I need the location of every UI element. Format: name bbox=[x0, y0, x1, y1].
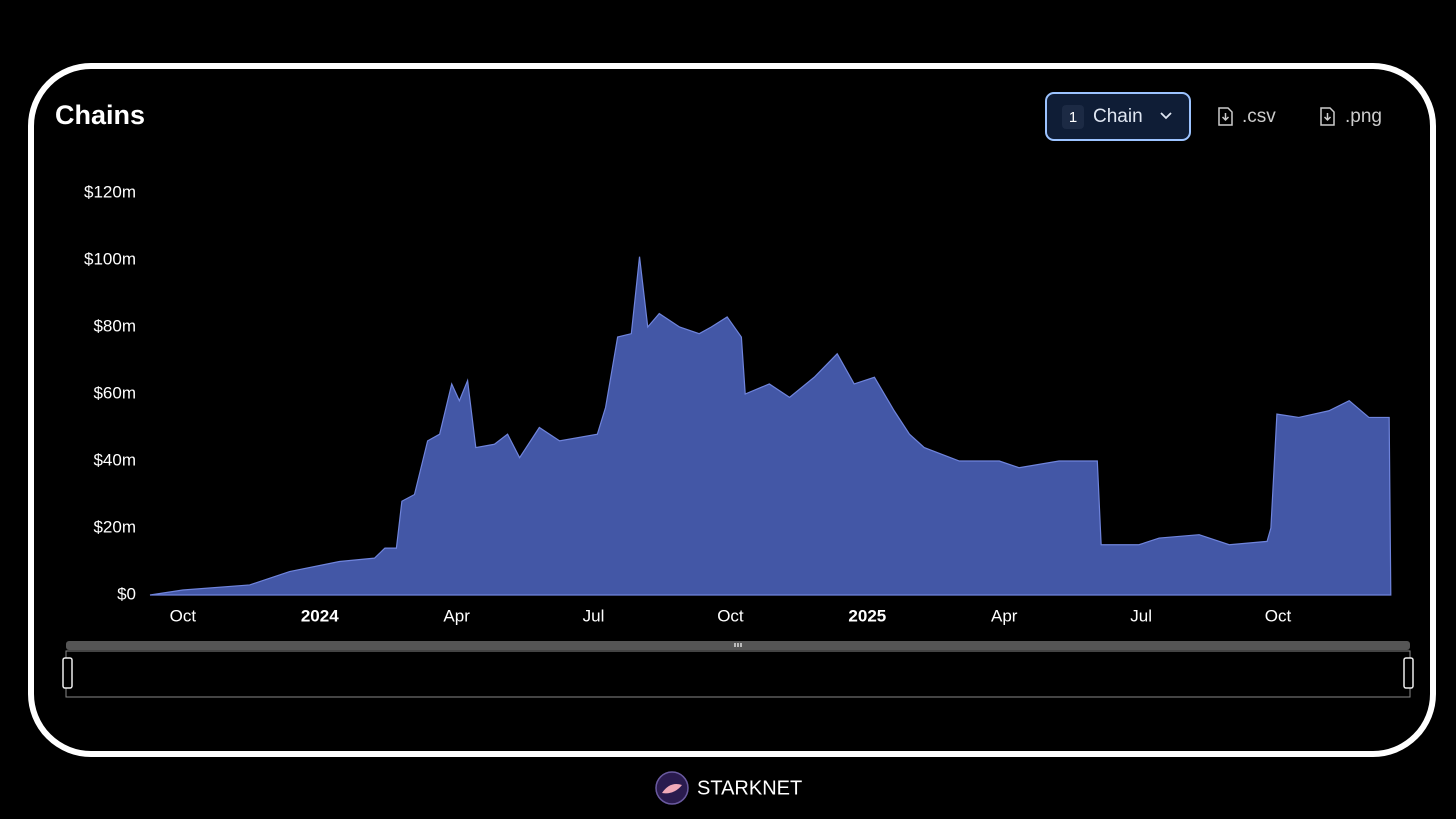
png-icon bbox=[1320, 107, 1335, 126]
count-badge bbox=[1062, 105, 1084, 129]
y-tick-label: $0 bbox=[117, 584, 136, 603]
chevron bbox=[1160, 112, 1172, 120]
chain-selector[interactable]: 1 Chain bbox=[1045, 92, 1191, 141]
brand-name: STARKNET bbox=[697, 777, 802, 799]
range-slider[interactable] bbox=[62, 641, 1414, 698]
x-tick-label: Oct bbox=[717, 606, 744, 625]
x-tick-label: Apr bbox=[991, 606, 1018, 625]
chart-title: Chains bbox=[55, 100, 145, 130]
csv-icon bbox=[1218, 107, 1233, 126]
png-button[interactable]: .png bbox=[1345, 106, 1382, 127]
slider-handle-left[interactable] bbox=[62, 657, 73, 689]
x-tick-label: Jul bbox=[583, 606, 605, 625]
y-tick-label: $60m bbox=[93, 383, 136, 402]
brand-logo-mark bbox=[662, 784, 682, 794]
y-tick-label: $120m bbox=[84, 182, 136, 201]
x-tick-label: Jul bbox=[1130, 606, 1152, 625]
x-tick-label: Apr bbox=[443, 606, 470, 625]
csv-download[interactable]: .csv bbox=[1218, 106, 1276, 127]
slider-grip bbox=[734, 643, 742, 647]
png-download[interactable]: .png bbox=[1320, 106, 1382, 127]
y-tick-label: $20m bbox=[93, 517, 136, 536]
y-tick-label: $100m bbox=[84, 249, 136, 268]
plot: $0 $20m $40m $60m $80m $100m $120m Oct 2024 Apr Ju… bbox=[84, 182, 1392, 625]
x-tick-label: Oct bbox=[1265, 606, 1292, 625]
x-tick-label: Oct bbox=[170, 606, 197, 625]
selector-count: 1 bbox=[1069, 109, 1077, 126]
csv-button[interactable]: .csv bbox=[1242, 106, 1276, 127]
selector-label: Chain bbox=[1093, 106, 1143, 127]
slider-handle-right[interactable] bbox=[1403, 657, 1414, 689]
x-tick-label: 2025 bbox=[848, 606, 886, 625]
brand: STARKNET bbox=[655, 771, 802, 805]
y-tick-label: $40m bbox=[93, 450, 136, 469]
x-tick-label: 2024 bbox=[301, 606, 339, 625]
y-tick-label: $80m bbox=[93, 316, 136, 335]
area bbox=[149, 256, 1392, 596]
